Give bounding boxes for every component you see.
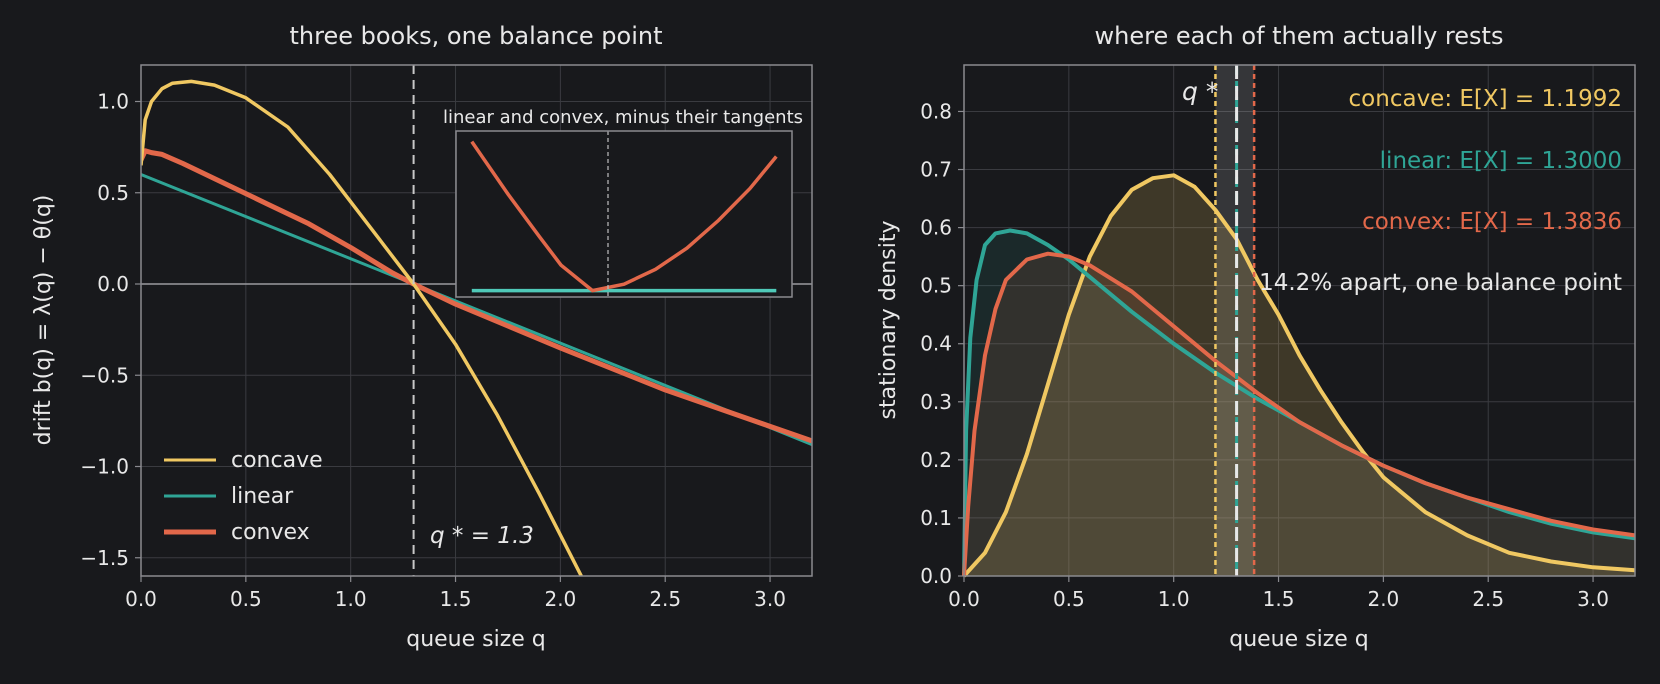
right-mean-lines bbox=[1214, 65, 1256, 576]
spread-label: 14.2% apart, one balance point bbox=[1259, 270, 1622, 296]
right-y-label: stationary density bbox=[876, 221, 901, 420]
right-mean-band bbox=[1215, 65, 1255, 576]
left-panel: 0.0 0.5 1.0 1.5 2.0 2.5 3.0 −1.5 −1.0 −0.5 0.0 0.5… bbox=[31, 22, 813, 652]
left-legend: concave linear convex bbox=[164, 448, 323, 545]
l-x-tick-label: 1.5 bbox=[440, 587, 472, 611]
inset-frame bbox=[455, 130, 793, 298]
l-y-tick-label: −1.5 bbox=[80, 546, 129, 570]
legend-label-linear: linear bbox=[231, 484, 294, 509]
r-x-tick-label: 3.0 bbox=[1577, 587, 1609, 611]
left-y-ticks: −1.5 −1.0 −0.5 0.0 0.5 1.0 bbox=[80, 90, 141, 570]
area-fill-linear bbox=[964, 230, 1635, 576]
legend-label-convex: convex bbox=[231, 520, 310, 545]
legend-label-concave: concave bbox=[231, 448, 323, 473]
r-x-tick-label: 0.5 bbox=[1053, 587, 1085, 611]
l-x-tick-label: 2.0 bbox=[544, 587, 576, 611]
series-line-convex bbox=[141, 148, 812, 444]
r-x-tick-label: 2.0 bbox=[1367, 587, 1399, 611]
density-line-convex bbox=[962, 251, 1636, 577]
left-x-ticks: 0.0 0.5 1.0 1.5 2.0 2.5 3.0 bbox=[125, 576, 786, 611]
mean-label-concave: concave: E[X] = 1.1992 bbox=[1349, 86, 1622, 112]
right-y-ticks: 0.0 0.1 0.2 0.3 0.4 0.5 0.6 0.7 0.8 bbox=[920, 99, 964, 588]
mean-spread-band bbox=[1215, 65, 1255, 576]
right-x-label: queue size q bbox=[1229, 627, 1369, 652]
l-x-tick-label: 3.0 bbox=[754, 587, 786, 611]
left-x-label: queue size q bbox=[406, 627, 546, 652]
inset-series-line-convex bbox=[470, 140, 778, 293]
series-line-concave bbox=[141, 79, 583, 576]
right-qstar-label: q * bbox=[1182, 77, 1218, 106]
right-plot-frame bbox=[963, 64, 1636, 577]
r-x-tick-label: 2.5 bbox=[1472, 587, 1504, 611]
left-y-label: drift b(q) = λ(q) − θ(q) bbox=[31, 195, 56, 446]
l-y-tick-label: 0.5 bbox=[97, 181, 129, 205]
mean-label-convex: convex: E[X] = 1.3836 bbox=[1362, 209, 1622, 235]
right-gridlines bbox=[963, 65, 1635, 577]
l-x-tick-label: 0.5 bbox=[230, 587, 262, 611]
right-area-fills bbox=[964, 175, 1635, 577]
l-y-tick-label: −1.0 bbox=[80, 455, 129, 479]
r-y-tick-label: 0.5 bbox=[920, 274, 952, 298]
right-panel: 0.0 0.5 1.0 1.5 2.0 2.5 3.0 0.0 0.1 0.2 0.3 0.4 0.5… bbox=[876, 22, 1636, 652]
r-x-tick-label: 1.0 bbox=[1158, 587, 1190, 611]
r-x-tick-label: 1.5 bbox=[1263, 587, 1295, 611]
left-qstar-label: q * = 1.3 bbox=[430, 523, 534, 549]
inset-background bbox=[456, 131, 792, 297]
l-x-tick-label: 1.0 bbox=[335, 587, 367, 611]
r-y-tick-label: 0.4 bbox=[920, 332, 952, 356]
right-x-ticks: 0.0 0.5 1.0 1.5 2.0 2.5 3.0 bbox=[948, 576, 1609, 611]
right-title: where each of them actually rests bbox=[1095, 22, 1504, 50]
r-x-tick-label: 0.0 bbox=[948, 587, 980, 611]
r-y-tick-label: 0.3 bbox=[920, 390, 952, 414]
l-y-tick-label: −0.5 bbox=[80, 363, 129, 387]
left-plot-frame bbox=[140, 64, 813, 577]
l-x-tick-label: 2.5 bbox=[649, 587, 681, 611]
left-title: three books, one balance point bbox=[290, 22, 663, 50]
inset-series bbox=[470, 140, 778, 293]
l-x-tick-label: 0.0 bbox=[125, 587, 157, 611]
area-fill-concave bbox=[964, 175, 1635, 577]
l-y-tick-label: 1.0 bbox=[97, 90, 129, 114]
r-y-tick-label: 0.1 bbox=[920, 506, 952, 530]
l-y-tick-label: 0.0 bbox=[97, 272, 129, 296]
r-y-tick-label: 0.0 bbox=[920, 564, 952, 588]
r-y-tick-label: 0.2 bbox=[920, 448, 952, 472]
inset: linear and convex, minus their tangents bbox=[443, 107, 803, 298]
r-y-tick-label: 0.6 bbox=[920, 216, 952, 240]
inset-title: linear and convex, minus their tangents bbox=[443, 107, 803, 128]
r-y-tick-label: 0.7 bbox=[920, 158, 952, 182]
mean-label-linear: linear: E[X] = 1.3000 bbox=[1380, 148, 1622, 174]
area-fill-convex bbox=[964, 253, 1635, 576]
r-y-tick-label: 0.8 bbox=[920, 99, 952, 123]
